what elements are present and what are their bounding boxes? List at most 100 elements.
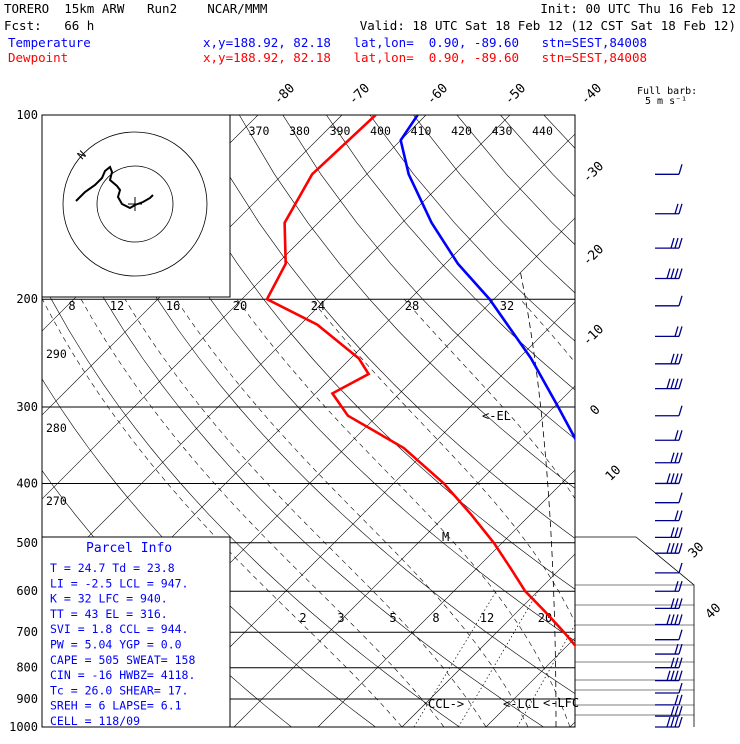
isotherm [233, 385, 575, 727]
wind-barb-icon [655, 694, 683, 706]
dry-adiabat [42, 171, 544, 727]
wind-barb-icon [655, 326, 683, 338]
dry-adiabat [65, 115, 575, 694]
mixing-ratio-label: 3 [337, 611, 344, 625]
el-marker: <-EL [482, 409, 511, 423]
pressure-tick-label: 500 [16, 536, 38, 550]
pressure-tick-label: 700 [16, 625, 38, 639]
dry-adiabat [108, 115, 575, 642]
wind-barb-icon [655, 682, 683, 694]
theta-label: 390 [330, 124, 351, 138]
moist-adiabat [236, 299, 571, 727]
isotherm [42, 115, 511, 584]
temperature-line [399, 115, 575, 442]
pressure-tick-label: 100 [16, 108, 38, 122]
isotherm [654, 115, 740, 727]
parcel-info-row: TT = 43 EL = 316. [50, 607, 168, 621]
lcl-marker: <-LCL [503, 697, 539, 711]
location-line-temp: x,y=188.92, 82.18 lat,lon= 0.90, -89.60 … [203, 35, 647, 50]
dewpoint-line [265, 115, 575, 648]
header-valid: Valid: 18 UTC Sat 18 Feb 12 (12 CST Sat … [360, 18, 736, 33]
wind-barb-icon [655, 203, 683, 215]
wind-barb-icon [655, 705, 683, 717]
hodograph-speed-label: 20 [233, 299, 247, 313]
isotherm-tick-label: 40 [703, 601, 725, 623]
dry-adiabat [195, 115, 575, 539]
wind-barb-icon [655, 430, 683, 441]
pressure-tick-label: 400 [16, 476, 38, 490]
dry-adiabat [326, 115, 575, 391]
mixing-ratio-line [573, 724, 575, 727]
wind-barb-icon [655, 716, 683, 728]
lfc-marker: <-LFC [543, 696, 579, 710]
parcel-info-row: Tc = 26.0 SHEAR= 17. [50, 683, 188, 697]
parcel-info-row: PW = 5.04 YGP = 0.0 [50, 638, 182, 652]
theta-label: 440 [532, 124, 553, 138]
hodograph-speed-label: 12 [110, 299, 124, 313]
parcel-info-row: LI = -2.5 LCL = 947. [50, 576, 188, 590]
dry-adiabat [239, 115, 575, 489]
wind-barb-icon [655, 543, 683, 554]
theta-label: 370 [249, 124, 270, 138]
parcel-info-row: K = 32 LFC = 940. [50, 592, 168, 606]
dry-adiabat [587, 115, 740, 727]
dry-adiabat [500, 115, 575, 198]
hodograph-ring [62, 131, 208, 277]
isotherm [42, 115, 343, 416]
dry-adiabat [674, 115, 740, 727]
isotherm-tick-label: 0 [587, 402, 603, 418]
isotherm-tick-label: -20 [580, 242, 607, 269]
dry-adiabat [718, 115, 740, 727]
pressure-tick-label: 900 [16, 692, 38, 706]
m-marker: M [442, 530, 449, 544]
legend-dewpoint: Dewpoint [8, 50, 68, 65]
wind-barb-icon [655, 492, 683, 504]
dry-adiabat [413, 115, 575, 294]
hodograph-ring [96, 165, 174, 243]
wind-barb-icon [655, 452, 683, 464]
parcel-info-row: CIN = -16 HWBZ= 4118. [50, 668, 195, 682]
wind-barb-icon [655, 562, 683, 574]
isotherm [401, 553, 575, 727]
isotherm-tick-label: 10 [603, 463, 625, 485]
wind-barb-icon [655, 268, 683, 280]
hodograph-trace [75, 165, 154, 210]
wind-barb-icon [655, 237, 683, 249]
wind-barb-icon [655, 164, 683, 175]
isotherm-tick-label: -80 [271, 81, 298, 108]
dry-adiabat [543, 115, 575, 149]
barb-column-frame [575, 536, 695, 727]
guide-curve [519, 269, 557, 727]
theta-side-label: 290 [46, 347, 67, 361]
profiles [265, 115, 575, 648]
hodograph-speed-label: 32 [500, 299, 514, 313]
mixing-ratio-label: 8 [432, 611, 439, 625]
wind-barb-icon [655, 657, 683, 669]
dry-adiabat [152, 115, 575, 590]
isotherm-tick-label: -50 [502, 81, 529, 108]
parcel-info-row: SREH = 6 LAPSE= 6.1 [50, 699, 182, 713]
hodograph-speed-label: 28 [405, 299, 419, 313]
mixing-ratio-label: 5 [389, 611, 396, 625]
mixing-ratio-label: 12 [480, 611, 494, 625]
isotherm [149, 301, 575, 727]
isotherm [485, 637, 575, 727]
isotherm-tick-label: -70 [346, 81, 373, 108]
ccl-marker: CCL-> [428, 697, 464, 711]
parcel-info-title: Parcel Info [86, 541, 172, 556]
isotherm-tick-label: -10 [580, 322, 607, 349]
hodograph-speed-label: 24 [311, 299, 325, 313]
moist-adiabat [124, 299, 487, 727]
wind-barb-icon [655, 473, 683, 485]
hodograph-speed-label: 16 [166, 299, 180, 313]
mixing-ratio-line [413, 591, 497, 727]
wind-barb-icon [655, 614, 683, 626]
full-barb-label: Full barb: [637, 86, 697, 97]
wind-barb-icon [655, 670, 683, 682]
pressure-tick-label: 200 [16, 292, 38, 306]
wind-barb-icon [655, 353, 683, 365]
header-init: Init: 00 UTC Thu 16 Feb 12 [540, 1, 736, 16]
theta-side-label: 270 [46, 494, 67, 508]
